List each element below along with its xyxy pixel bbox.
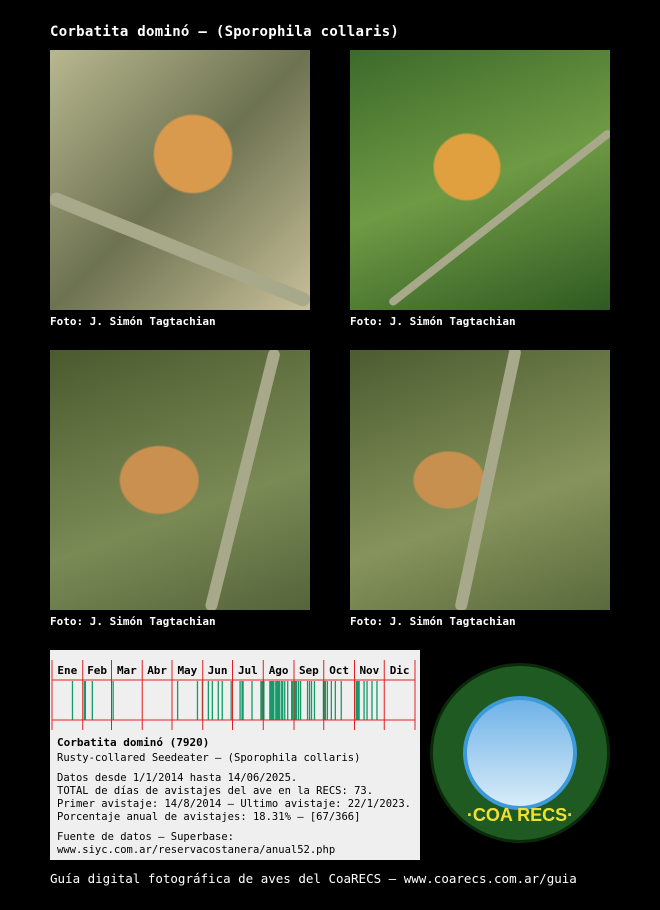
sighting-bar bbox=[91, 681, 93, 720]
first-last-sighting: Primer avistaje: 14/8/2014 – Ultimo avis… bbox=[57, 798, 412, 810]
bird-photo-1 bbox=[50, 50, 310, 310]
sighting-bar bbox=[340, 681, 342, 720]
sighting-bar bbox=[294, 681, 296, 720]
sighting-bar bbox=[292, 681, 294, 720]
month-label: Ago bbox=[269, 664, 289, 677]
sighting-bar bbox=[291, 681, 293, 720]
photo-caption: Foto: J. Simón Tagtachian bbox=[350, 615, 516, 628]
sighting-bar bbox=[330, 681, 332, 720]
photo-caption: Foto: J. Simón Tagtachian bbox=[50, 315, 216, 328]
sighting-bar bbox=[270, 681, 272, 720]
sighting-bar bbox=[356, 681, 358, 720]
month-label: Feb bbox=[87, 664, 107, 677]
sighting-bar bbox=[230, 681, 232, 720]
sighting-bar bbox=[308, 681, 311, 720]
bird-photo-4 bbox=[350, 350, 610, 610]
sighting-bar bbox=[282, 681, 284, 720]
sighting-bar bbox=[211, 681, 213, 720]
sighting-bar bbox=[273, 681, 275, 720]
sighting-bar bbox=[71, 681, 74, 720]
sighting-bar bbox=[221, 681, 223, 720]
photo-caption: Foto: J. Simón Tagtachian bbox=[50, 615, 216, 628]
sighting-bar bbox=[323, 681, 326, 720]
sighting-bar bbox=[196, 681, 199, 720]
sighting-bar bbox=[299, 681, 302, 720]
month-label: Abr bbox=[147, 664, 167, 677]
data-range: Datos desde 1/1/2014 hasta 14/06/2025. bbox=[57, 772, 298, 784]
sighting-bar bbox=[83, 681, 86, 720]
sighting-bar bbox=[363, 681, 365, 720]
duck-emblem bbox=[463, 696, 577, 810]
sightings-panel: Ene Feb Mar Abr May Jun Jul Ago Sep Oct Nov Dic Cor… bbox=[50, 650, 420, 860]
sighting-bar bbox=[241, 681, 243, 720]
month-label: Mar bbox=[117, 664, 137, 677]
sighting-bar bbox=[207, 681, 210, 720]
sighting-bar bbox=[279, 681, 281, 720]
sighting-bar bbox=[313, 681, 316, 720]
sighting-bar bbox=[366, 681, 368, 720]
data-source-url[interactable]: www.siyc.com.ar/reservacostanera/anual52… bbox=[57, 844, 336, 856]
logo-name: ·COA RECS· bbox=[466, 805, 574, 825]
sighting-bar bbox=[371, 681, 373, 720]
sighting-bar bbox=[242, 681, 244, 720]
sighting-bar bbox=[239, 681, 241, 720]
sighting-bar bbox=[84, 681, 87, 720]
sighting-bar bbox=[310, 681, 313, 720]
sighting-bar bbox=[324, 681, 327, 720]
month-label: Dic bbox=[390, 664, 410, 677]
sighting-bar bbox=[334, 681, 336, 720]
month-label: May bbox=[177, 664, 197, 677]
sighting-bar bbox=[284, 681, 286, 720]
sighting-bar bbox=[275, 681, 277, 720]
sighting-bar bbox=[277, 681, 279, 720]
sighting-bar bbox=[276, 681, 278, 720]
sighting-bar bbox=[294, 681, 297, 720]
sighting-bar bbox=[251, 681, 253, 720]
month-label: Oct bbox=[329, 664, 349, 677]
coa-recs-logo: ·COA RECS· bbox=[430, 663, 610, 843]
sighting-bar bbox=[263, 681, 265, 720]
month-label: Nov bbox=[359, 664, 379, 677]
total-days: TOTAL de días de avistajes del ave en la… bbox=[57, 785, 374, 797]
sighting-bar bbox=[287, 681, 289, 720]
footer-text: Guía digital fotográfica de aves del Coa… bbox=[50, 871, 577, 886]
sighting-bar bbox=[269, 681, 271, 720]
sighting-bar bbox=[357, 681, 359, 720]
sighting-bar bbox=[306, 681, 309, 720]
bird-photo-2 bbox=[350, 50, 610, 310]
bird-photo-3 bbox=[50, 350, 310, 610]
month-label: Sep bbox=[299, 664, 319, 677]
sighting-bar bbox=[271, 681, 273, 720]
annual-percentage: Porcentaje anual de avistajes: 18.31% – … bbox=[57, 811, 361, 823]
sighting-bar bbox=[272, 681, 274, 720]
month-label: Ene bbox=[57, 664, 77, 677]
sighting-bar bbox=[326, 681, 329, 720]
sighting-bar bbox=[358, 681, 360, 720]
sighting-bar bbox=[261, 681, 263, 720]
sighting-bar bbox=[278, 681, 280, 720]
monthly-sightings-chart: Ene Feb Mar Abr May Jun Jul Ago Sep Oct Nov Dic bbox=[51, 660, 416, 730]
sighting-bar bbox=[176, 681, 179, 720]
sighting-bar bbox=[376, 681, 378, 720]
photo-caption: Foto: J. Simón Tagtachian bbox=[350, 315, 516, 328]
sighting-bar bbox=[260, 681, 262, 720]
sighting-bar bbox=[295, 681, 298, 720]
sighting-bar bbox=[281, 681, 283, 720]
month-label: Jun bbox=[208, 664, 228, 677]
month-label: Jul bbox=[238, 664, 258, 677]
sighting-bar bbox=[355, 681, 357, 720]
page-title: Corbatita dominó – (Sporophila collaris) bbox=[50, 24, 400, 40]
species-names: Rusty-collared Seedeater – (Sporophila c… bbox=[57, 752, 361, 764]
sighting-bar bbox=[217, 681, 219, 720]
sighting-bar bbox=[297, 681, 300, 720]
sighting-bar bbox=[112, 681, 114, 720]
species-heading: Corbatita dominó (7920) bbox=[57, 736, 210, 749]
data-source: Fuente de datos – Superbase: bbox=[57, 831, 235, 843]
